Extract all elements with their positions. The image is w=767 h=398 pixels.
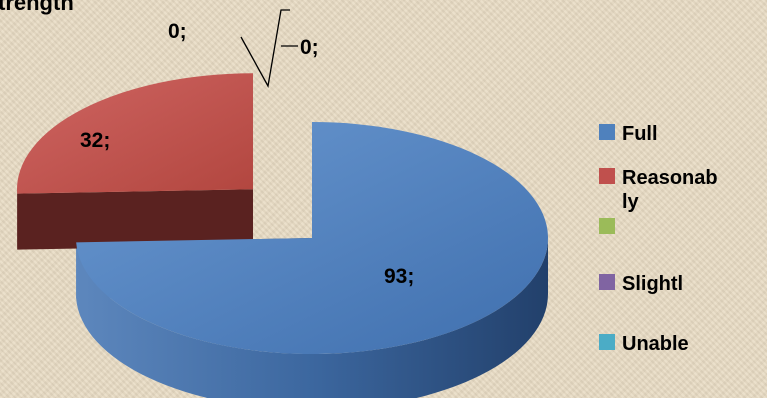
- data-label-unlabeled: 0;: [300, 36, 319, 59]
- pie-cut-face: [17, 189, 254, 250]
- pie-side-reasonably: [17, 189, 254, 250]
- leader-line: [240, 9, 298, 88]
- legend-swatch-unable: [599, 334, 615, 350]
- legend-label-slightly: Slightl: [622, 273, 683, 295]
- legend-label-full: Full: [622, 123, 658, 145]
- chart-title: trength: [0, 0, 74, 15]
- legend: Full Reasonab ly Slightl Unable: [599, 123, 718, 355]
- pie-outer-wall: [76, 238, 548, 398]
- legend-label-reasonably-line2: ly: [622, 191, 640, 213]
- legend-label-reasonably-line1: Reasonab: [622, 167, 718, 189]
- legend-swatch-slightly: [599, 274, 615, 290]
- pie-tops: [17, 73, 549, 354]
- legend-label-unable: Unable: [622, 333, 689, 355]
- legend-item-reasonably: Reasonab ly: [599, 167, 718, 213]
- legend-item-full: Full: [599, 123, 658, 145]
- pie-slice-full: [76, 122, 549, 354]
- legend-swatch-full: [599, 124, 615, 140]
- legend-item-unable: Unable: [599, 333, 689, 355]
- data-label-full: 93;: [384, 265, 414, 288]
- pie-slice-reasonably: [17, 73, 254, 194]
- data-label-reasonably: 32;: [80, 129, 110, 152]
- legend-item-unlabeled: [599, 218, 615, 234]
- legend-swatch-unlabeled: [599, 218, 615, 234]
- legend-swatch-reasonably: [599, 168, 615, 184]
- data-label-slightly: 0;: [168, 20, 187, 43]
- legend-item-slightly: Slightl: [599, 273, 683, 295]
